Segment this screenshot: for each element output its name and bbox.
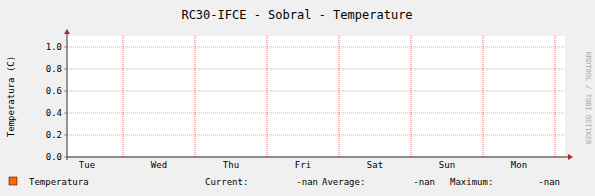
x-tick-label: Thu [223, 160, 239, 170]
legend-stat-label: Maximum: [450, 177, 493, 187]
axis-arrow [568, 154, 573, 160]
x-axis [67, 157, 570, 158]
y-tick-label: 0.0 [46, 152, 62, 162]
legend-stat-label: Average: [322, 177, 365, 187]
grid-line [123, 36, 124, 157]
x-tick-label: Wed [151, 160, 167, 170]
grid-line [67, 69, 565, 70]
grid-line [67, 47, 565, 48]
grid-line [411, 36, 412, 157]
x-tick-label: Mon [511, 160, 527, 170]
grid-line [483, 36, 484, 157]
grid-line [555, 36, 556, 157]
title: RC30-IFCE - Sobral - Temperature [181, 8, 412, 22]
grid-line [67, 135, 565, 136]
legend-stat-value: -nan [538, 177, 560, 187]
legend-stat-value: -nan [413, 177, 435, 187]
y-tick-label: 0.8 [46, 64, 62, 74]
y-tick-label: 1.0 [46, 42, 62, 52]
y-axis [67, 32, 68, 160]
plot-area [67, 36, 565, 157]
grid-line [339, 36, 340, 157]
grid-line [67, 113, 565, 114]
legend-stat-value: -nan [296, 177, 318, 187]
x-tick-label: Sun [439, 160, 455, 170]
grid-line [67, 91, 565, 92]
y-tick-label: 0.4 [46, 108, 62, 118]
background [0, 0, 595, 196]
grid-line [267, 36, 268, 157]
legend-stat-label: Current: [205, 177, 248, 187]
watermark: RRDTOOL / TOBI OETIKER [584, 52, 592, 146]
grid-line [195, 36, 196, 157]
y-tick-label: 0.6 [46, 86, 62, 96]
axis-arrow [64, 29, 70, 34]
x-tick-label: Sat [367, 160, 383, 170]
y-axis-label: Temperatura (C) [6, 56, 16, 137]
x-tick-label: Tue [79, 160, 95, 170]
x-tick-label: Fri [295, 160, 311, 170]
legend-swatch [9, 177, 17, 185]
legend-label: Temperatura [29, 177, 89, 187]
y-tick-label: 0.2 [46, 130, 62, 140]
